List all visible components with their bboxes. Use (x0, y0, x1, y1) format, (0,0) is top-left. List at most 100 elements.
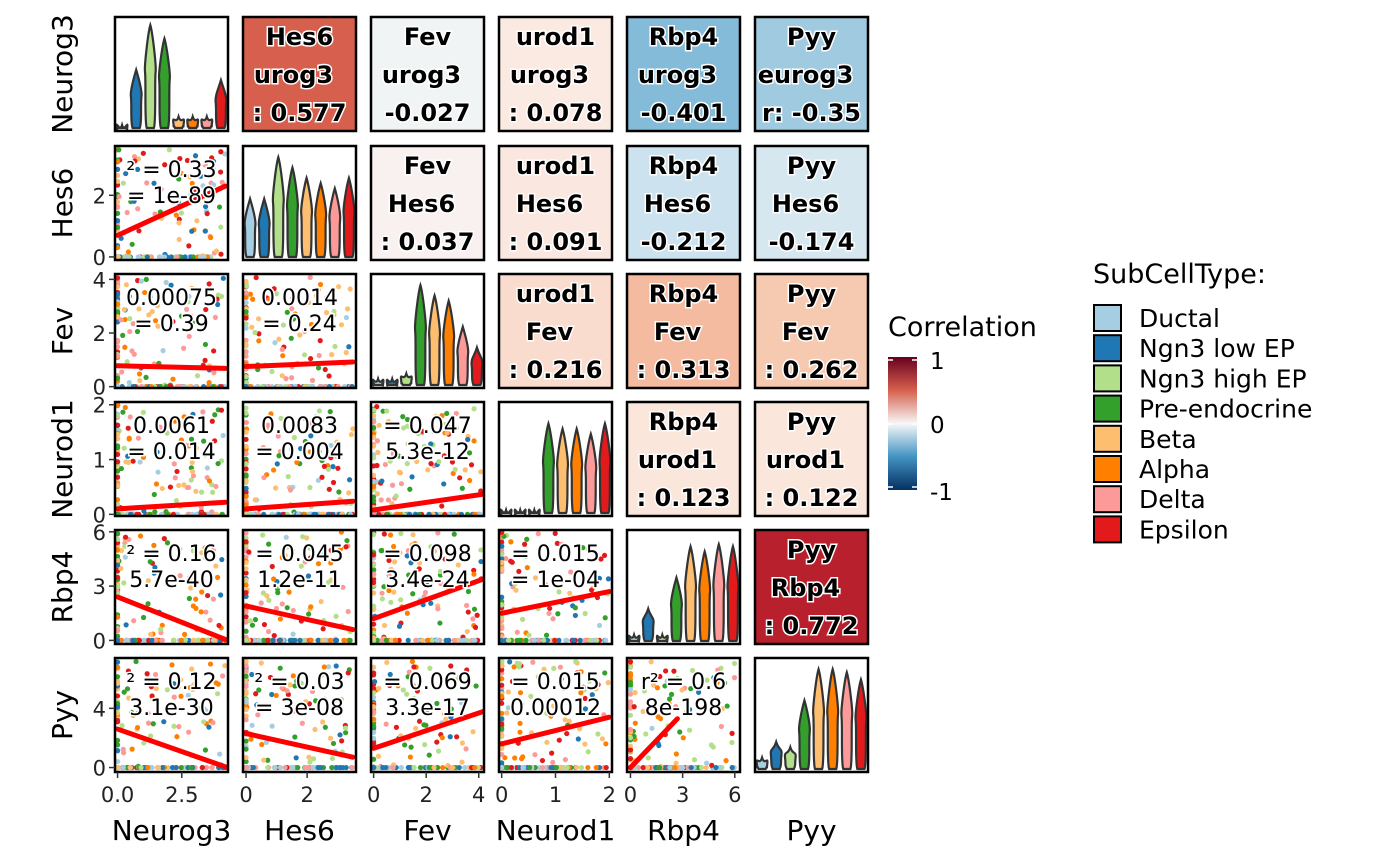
data-point (337, 732, 343, 738)
data-point (155, 469, 161, 475)
data-point (278, 415, 284, 421)
data-point (266, 597, 272, 603)
violin-shape (300, 174, 314, 259)
data-point (202, 545, 208, 551)
data-point (316, 448, 322, 455)
data-point (680, 735, 686, 741)
data-point (140, 409, 146, 415)
correlation-label: : 0.091 (509, 228, 603, 256)
data-point (308, 604, 314, 610)
data-point (454, 734, 460, 740)
data-point (711, 675, 717, 681)
data-point (209, 482, 215, 488)
data-point (557, 764, 563, 771)
data-point (115, 748, 121, 754)
data-point (140, 150, 146, 156)
data-point (651, 682, 657, 688)
data-point (176, 220, 182, 226)
data-point (371, 603, 377, 609)
data-point (580, 545, 586, 551)
regression-line (115, 363, 228, 371)
data-point (532, 752, 538, 758)
data-point (449, 764, 456, 771)
data-point (217, 169, 224, 175)
data-point (243, 609, 249, 615)
data-point (499, 710, 505, 716)
data-point (307, 449, 313, 455)
violin-shape (129, 65, 143, 130)
data-point (243, 530, 249, 536)
data-point (162, 162, 168, 168)
data-point (145, 601, 151, 607)
data-point (585, 764, 591, 771)
data-point (386, 587, 392, 594)
data-point (499, 547, 505, 553)
violin-shape (371, 374, 385, 387)
data-point (174, 734, 180, 740)
y-axis-label: Fev (46, 307, 79, 355)
data-point (167, 484, 174, 490)
data-point (371, 579, 377, 586)
data-point (271, 286, 277, 292)
data-point (724, 703, 730, 709)
scatter-panel: ² = 0.03= 3e-08 (241, 656, 358, 774)
data-point (300, 534, 306, 540)
data-point (371, 729, 377, 736)
data-point (268, 411, 274, 417)
data-point (729, 764, 735, 771)
data-point (141, 740, 147, 746)
data-point (178, 764, 184, 771)
data-point (159, 485, 165, 492)
data-point (550, 616, 556, 622)
data-point (336, 284, 342, 290)
data-point (121, 689, 127, 695)
data-point (428, 461, 434, 467)
data-point (122, 543, 128, 549)
y-tick-label: 0 (93, 246, 106, 270)
data-point (135, 206, 141, 212)
x-tick-label: 0 (624, 783, 637, 807)
data-point (277, 764, 284, 771)
data-point (243, 341, 249, 348)
regression-line (371, 708, 484, 751)
data-point (220, 275, 226, 281)
data-point (144, 180, 150, 186)
correlation-tile-fill (499, 274, 612, 388)
data-point (297, 332, 303, 338)
scatter-panel: 0.00075= 0.39 (113, 272, 230, 390)
data-point (471, 567, 477, 574)
regression-stat-label: 0.00075 (126, 286, 217, 311)
data-point (453, 410, 459, 417)
data-point (383, 721, 389, 727)
data-point (115, 562, 121, 568)
data-point (115, 422, 121, 428)
data-point (426, 752, 432, 758)
data-point (396, 623, 403, 629)
data-point (265, 764, 271, 771)
correlation-tile-fill (627, 17, 740, 131)
y-tick-label: 0 (93, 503, 106, 527)
data-point (128, 709, 135, 715)
data-point (294, 293, 301, 299)
legend-item-label: Alpha (1139, 455, 1210, 484)
data-point (419, 637, 425, 643)
data-point (195, 706, 201, 712)
data-point (428, 544, 434, 550)
data-point (287, 637, 293, 643)
data-point (405, 547, 411, 554)
data-point (208, 234, 214, 241)
data-point (306, 764, 312, 771)
data-point (126, 380, 132, 386)
data-point (306, 299, 312, 306)
data-point (346, 477, 353, 483)
data-point (310, 756, 317, 762)
data-point (283, 534, 289, 540)
data-point (131, 198, 137, 204)
data-point (554, 540, 560, 546)
data-point (175, 199, 181, 205)
y-tick-label: 3 (93, 575, 106, 599)
data-point (340, 764, 346, 771)
data-point (193, 605, 199, 611)
correlation-label: Rbp4 (649, 408, 719, 436)
